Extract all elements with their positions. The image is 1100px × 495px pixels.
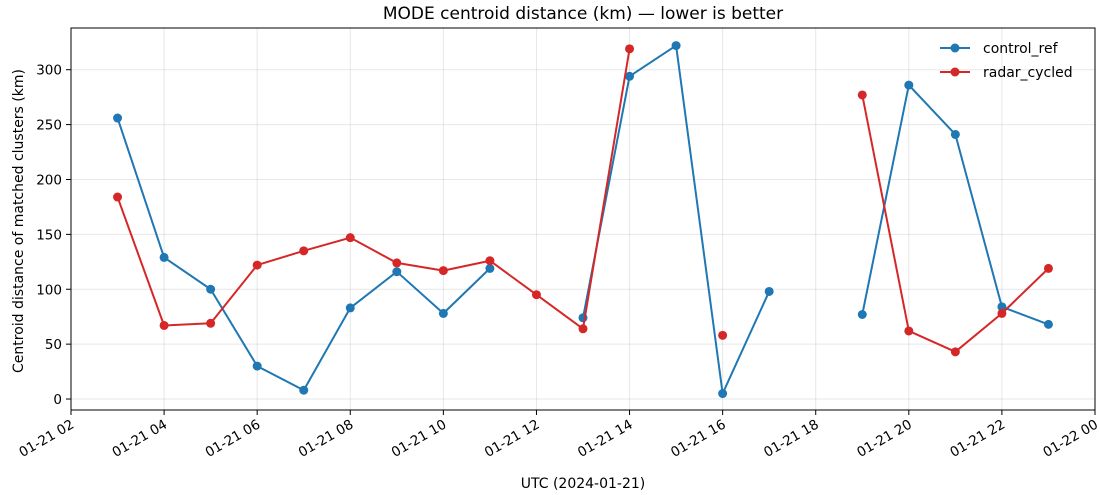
data-point-control_ref: [718, 389, 728, 399]
data-point-radar_cycled: [438, 266, 448, 276]
data-point-control_ref: [904, 80, 914, 90]
data-point-radar_cycled: [857, 90, 867, 100]
legend-item-radar_cycled: radar_cycled: [940, 65, 1073, 81]
y-tick-label: 50: [45, 337, 62, 353]
x-axis-label: UTC (2024-01-21): [521, 476, 646, 492]
data-point-control_ref: [764, 286, 774, 296]
y-tick-label: 200: [36, 172, 62, 188]
data-point-control_ref: [857, 310, 867, 319]
data-point-radar_cycled: [997, 308, 1007, 318]
x-tick-label: 01-21 02: [16, 417, 77, 461]
data-point-control_ref: [113, 113, 123, 123]
data-point-control_ref: [392, 267, 402, 277]
x-tick-label: 01-21 14: [575, 417, 636, 461]
x-tick-label: 01-21 12: [482, 417, 543, 461]
data-point-radar_cycled: [345, 233, 355, 243]
x-tick-label: 01-21 06: [203, 417, 264, 461]
data-point-control_ref: [950, 129, 960, 139]
x-axis: 01-21 02 01-21 04 01-21 06 01-21 08 01-21 10…: [16, 410, 1100, 461]
data-point-radar_cycled: [113, 192, 123, 202]
data-point-control_ref: [997, 302, 1007, 312]
data-point-radar_cycled: [1043, 263, 1053, 273]
x-tick-label: 01-21 22: [947, 417, 1008, 461]
data-point-radar_cycled: [299, 246, 309, 256]
x-tick-label: 01-21 04: [110, 417, 171, 461]
data-point-radar_cycled: [578, 324, 588, 334]
data-point-control_ref: [299, 385, 309, 395]
series-radar_cycled: [113, 44, 1053, 357]
y-tick-label: 150: [36, 227, 62, 243]
legend-item-control_ref: control_ref: [940, 41, 1059, 57]
legend-label: control_ref: [983, 41, 1059, 57]
y-tick-label: 300: [36, 63, 62, 79]
legend-swatch-marker: [950, 43, 960, 53]
data-point-radar_cycled: [485, 256, 495, 266]
data-point-control_ref: [625, 71, 635, 81]
data-point-radar_cycled: [252, 260, 262, 270]
series-line-control_ref: [861, 84, 1049, 326]
legend-label: radar_cycled: [983, 65, 1073, 81]
series-layer: [113, 41, 1053, 399]
data-point-control_ref: [345, 303, 355, 313]
legend-swatch-marker: [950, 67, 960, 77]
data-point-radar_cycled: [159, 320, 169, 330]
data-point-radar_cycled: [904, 326, 914, 336]
plot-frame: [70, 27, 1096, 411]
x-tick-label: 01-21 18: [761, 417, 822, 461]
y-tick-label: 250: [36, 118, 62, 134]
data-point-radar_cycled: [950, 347, 960, 357]
y-axis-label: Centroid distance of matched clusters (k…: [11, 69, 27, 373]
data-point-control_ref: [485, 263, 495, 273]
y-axis: 0 50 100 150 200 250 300: [36, 63, 71, 408]
chart-title: MODE centroid distance (km) — lower is b…: [383, 4, 783, 24]
data-point-control_ref: [1043, 319, 1053, 329]
y-tick-label: 0: [53, 392, 62, 408]
data-point-radar_cycled: [206, 318, 216, 328]
grid: [70, 28, 1096, 410]
series-line-radar_cycled: [116, 48, 631, 330]
data-point-control_ref: [671, 41, 681, 51]
data-point-radar_cycled: [392, 258, 402, 268]
y-tick-label: 100: [36, 282, 62, 298]
x-tick-label: 01-21 08: [296, 417, 357, 461]
data-point-control_ref: [206, 284, 216, 294]
data-point-radar_cycled: [718, 330, 728, 340]
x-tick-label: 01-21 16: [668, 417, 729, 461]
data-point-control_ref: [159, 252, 169, 262]
data-point-radar_cycled: [625, 44, 635, 54]
data-point-control_ref: [252, 361, 262, 371]
x-tick-label: 01-22 00: [1040, 417, 1100, 461]
x-tick-label: 01-21 20: [854, 417, 915, 461]
data-point-control_ref: [438, 308, 448, 318]
series-line-control_ref: [582, 44, 771, 395]
data-point-radar_cycled: [531, 290, 541, 300]
legend: control_ref radar_cycled: [940, 41, 1073, 81]
x-tick-label: 01-21 10: [389, 417, 450, 461]
